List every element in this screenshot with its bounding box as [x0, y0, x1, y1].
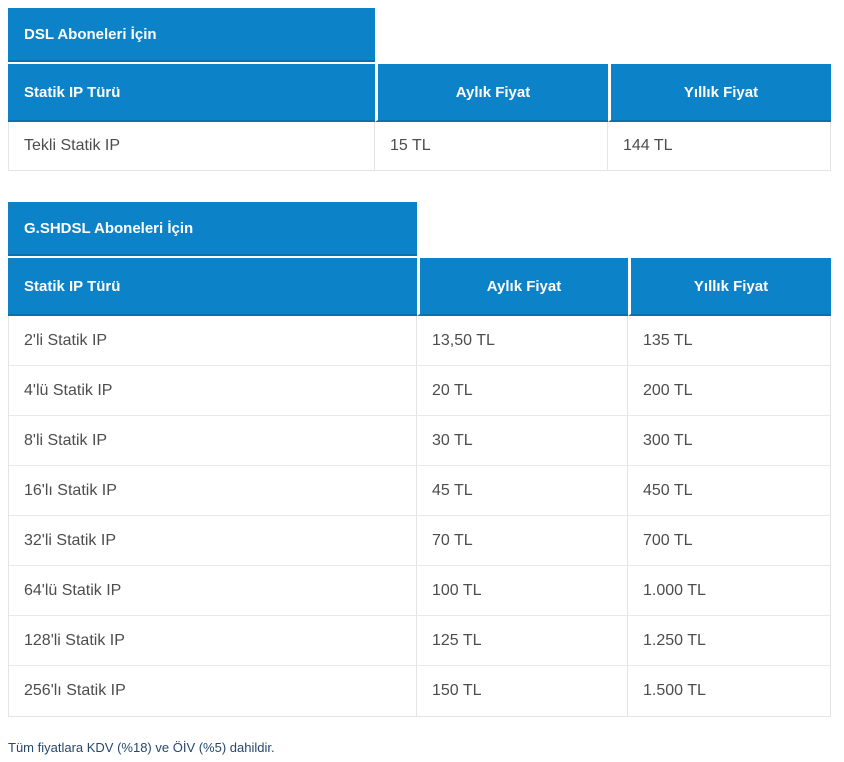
monthly-price-cell: 70 TL — [417, 516, 628, 565]
column-header-monthly-price: Aylık Fiyat — [375, 64, 608, 122]
static-ip-pricing-page: DSL Aboneleri İçin Statik IP Türü Aylık … — [8, 8, 831, 755]
yearly-price-cell: 1.500 TL — [643, 682, 706, 699]
gshdsl-table-body: 2'li Statik IP 13,50 TL 135 TL 4'lü Stat… — [8, 316, 831, 717]
ip-type-cell: 256'lı Statik IP — [9, 666, 417, 716]
monthly-price-cell: 30 TL — [417, 416, 628, 465]
table-row: 8'li Statik IP 30 TL 300 TL — [9, 416, 830, 466]
monthly-price-cell: 15 TL — [375, 122, 608, 170]
column-header-ip-type: Statik IP Türü — [8, 64, 375, 122]
yearly-price-cell: 144 TL — [623, 137, 673, 154]
monthly-price-cell: 20 TL — [417, 366, 628, 415]
yearly-price-cell: 1.250 TL — [643, 631, 706, 649]
yearly-price-cell: 450 TL — [643, 481, 693, 499]
yearly-price-cell: 1.000 TL — [643, 581, 706, 599]
table-row: Tekli Statik IP 15 TL 144 TL — [9, 122, 830, 170]
ip-type-cell: 32'li Statik IP — [9, 516, 417, 565]
dsl-table-body: Tekli Statik IP 15 TL 144 TL — [8, 122, 831, 171]
gshdsl-pricing-table: G.SHDSL Aboneleri İçin Statik IP Türü Ay… — [8, 202, 831, 717]
monthly-price-cell: 100 TL — [417, 566, 628, 615]
table-row: 256'lı Statik IP 150 TL 1.500 TL — [9, 666, 830, 716]
yearly-price-cell: 135 TL — [643, 331, 693, 349]
monthly-price-cell: 13,50 TL — [417, 316, 628, 365]
column-header-ip-type: Statik IP Türü — [8, 258, 417, 316]
table-row: 128'li Statik IP 125 TL 1.250 TL — [9, 616, 830, 666]
table-row: 2'li Statik IP 13,50 TL 135 TL — [9, 316, 830, 366]
table-row: 32'li Statik IP 70 TL 700 TL — [9, 516, 830, 566]
monthly-price-cell: 45 TL — [417, 466, 628, 515]
monthly-price-cell: 125 TL — [417, 616, 628, 665]
table-row: 4'lü Statik IP 20 TL 200 TL — [9, 366, 830, 416]
ip-type-cell: 2'li Statik IP — [9, 316, 417, 365]
ip-type-cell: 16'lı Statik IP — [9, 466, 417, 515]
dsl-pricing-table: DSL Aboneleri İçin Statik IP Türü Aylık … — [8, 8, 831, 171]
gshdsl-section-title: G.SHDSL Aboneleri İçin — [8, 202, 417, 256]
ip-type-cell: Tekli Statik IP — [9, 122, 375, 170]
yearly-price-cell: 200 TL — [643, 381, 693, 399]
column-header-yearly-price: Yıllık Fiyat — [608, 64, 831, 122]
dsl-section-title: DSL Aboneleri İçin — [8, 8, 375, 62]
ip-type-cell: 4'lü Statik IP — [9, 366, 417, 415]
table-row: 64'lü Statik IP 100 TL 1.000 TL — [9, 566, 830, 616]
ip-type-cell: 128'li Statik IP — [9, 616, 417, 665]
monthly-price-cell: 150 TL — [417, 666, 628, 716]
tax-disclaimer-note: Tüm fiyatlara KDV (%18) ve ÖİV (%5) dahi… — [8, 740, 275, 755]
column-header-yearly-price: Yıllık Fiyat — [628, 258, 831, 316]
gshdsl-table-header-row: Statik IP Türü Aylık Fiyat Yıllık Fiyat — [8, 258, 831, 316]
ip-type-cell: 8'li Statik IP — [9, 416, 417, 465]
dsl-table-header-row: Statik IP Türü Aylık Fiyat Yıllık Fiyat — [8, 64, 831, 122]
column-header-monthly-price: Aylık Fiyat — [417, 258, 628, 316]
table-row: 16'lı Statik IP 45 TL 450 TL — [9, 466, 830, 516]
ip-type-cell: 64'lü Statik IP — [9, 566, 417, 615]
yearly-price-cell: 700 TL — [643, 531, 693, 549]
yearly-price-cell: 300 TL — [643, 431, 693, 449]
